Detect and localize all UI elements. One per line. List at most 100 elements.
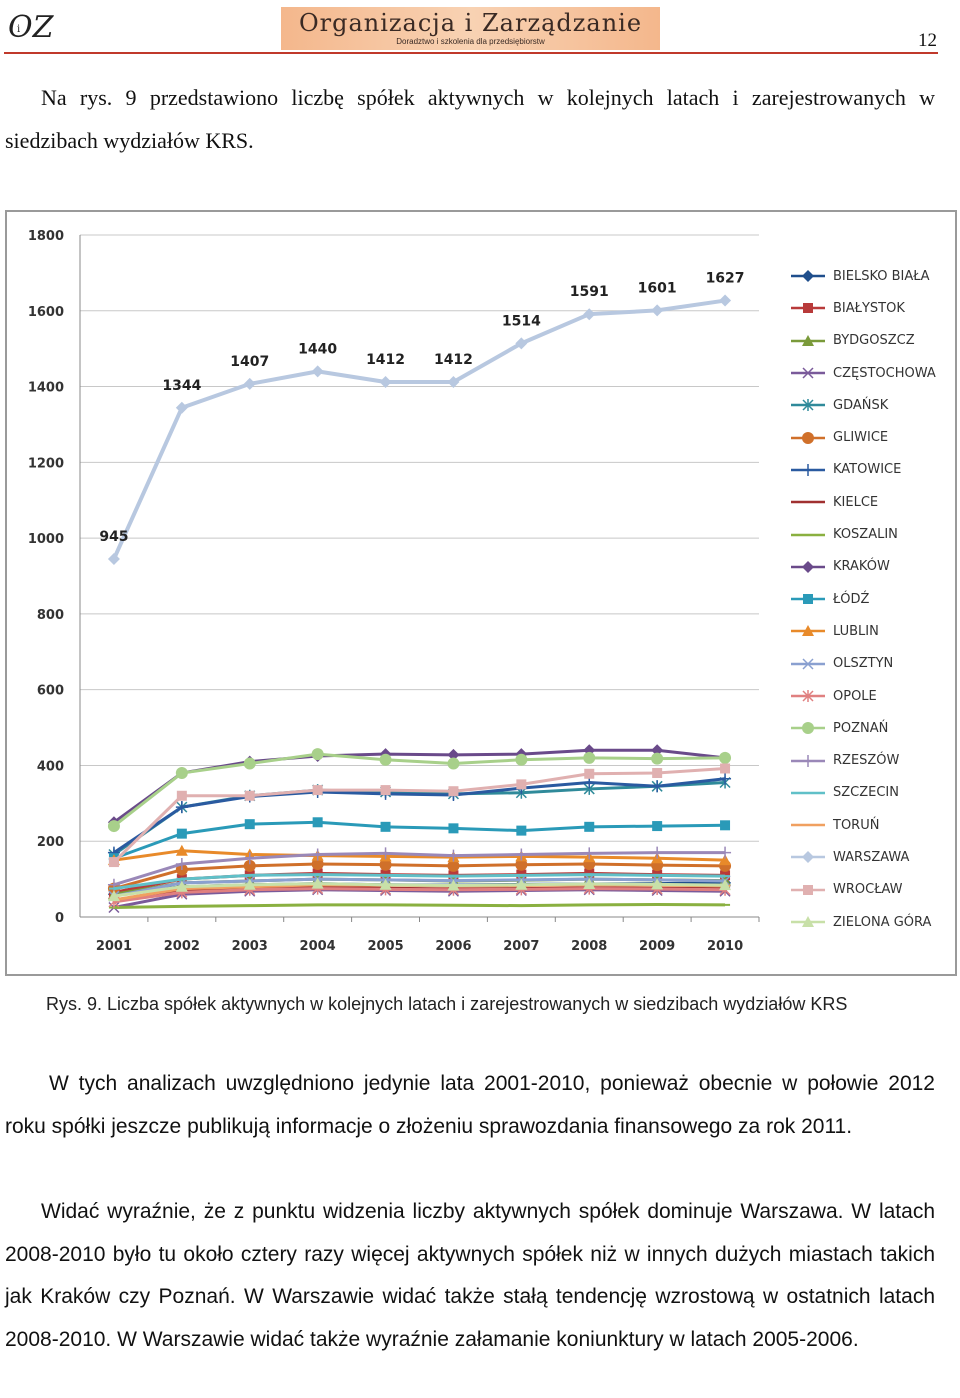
y-tick-label: 1200 [28,456,64,471]
series-katowice [107,772,732,859]
legend-item: LUBLIN [789,615,954,647]
legend-swatch-icon [791,884,825,895]
legend-marker [802,851,814,864]
page-number: 12 [918,30,937,51]
x-tick-label: 2010 [707,939,743,954]
legend-item: KIELCE [789,486,954,518]
legend-item: POZNAŃ [789,712,954,744]
data-point [719,846,732,859]
series-gliwice [107,857,732,895]
x-tick-label: 2003 [232,939,268,954]
data-label: 1412 [366,352,405,368]
data-point [380,785,391,796]
data-point [516,825,527,836]
data-point [447,757,460,770]
data-point [583,308,596,321]
x-tick-label: 2009 [639,939,675,954]
y-tick-label: 400 [37,759,64,774]
data-point [244,819,255,830]
data-point [515,753,528,766]
data-point [516,779,527,790]
legend-label: ŁÓDŹ [833,591,870,607]
legend-marker [802,463,814,476]
series-warszawa [107,294,732,565]
oz-logo: OZ i [8,10,54,46]
legend-label: SZCZECIN [833,785,899,801]
data-point [175,767,188,780]
header-rule [4,52,938,54]
legend-swatch-icon [791,334,825,346]
legend-swatch-icon [791,463,825,476]
legend-swatch-icon [791,823,825,827]
legend-item: SZCZECIN [789,777,954,809]
legend-swatch-icon [791,367,825,379]
data-point [515,848,528,861]
legend-marker [802,690,814,702]
series-line-gliwice [113,862,726,891]
y-tick-label: 1800 [28,229,64,244]
data-point [176,790,187,801]
data-label: 1514 [502,313,541,329]
legend-label: TORUŃ [833,817,880,833]
legend-item: KOSZALIN [789,518,954,550]
data-label: 1440 [298,341,337,357]
data-point [244,790,255,801]
data-point [447,859,460,872]
data-point [176,828,187,839]
y-tick-label: 600 [37,684,64,699]
x-tick-label: 2005 [367,939,403,954]
legend-marker [802,916,814,928]
data-point [379,878,392,890]
legend-label: KIELCE [833,494,879,510]
data-point [243,852,256,865]
legend-item: ŁÓDŹ [789,583,954,615]
data-point [651,744,664,757]
series-szczecin [108,873,731,891]
legend-label: ZIELONA GÓRA [833,914,932,930]
data-point [447,376,460,389]
legend-swatch-icon [791,399,825,412]
legend-label: CZĘSTOCHOWA [833,365,936,381]
series-line-lublin [113,849,726,862]
legend-item: ZIELONA GÓRA [789,906,954,938]
data-point [379,847,392,860]
data-point [720,763,731,774]
legend-item: KATOWICE [789,454,954,486]
chart-legend: BIELSKO BIAŁA BIAŁYSTOK BYDGOSZCZ CZĘSTOCHO… [789,260,954,938]
data-point [651,846,664,859]
legend-label: OPOLE [833,688,877,704]
x-tick-label: 2007 [503,939,539,954]
legend-swatch-icon [791,754,825,767]
data-point [447,879,460,891]
data-point [379,753,392,766]
data-point [720,820,731,831]
legend-label: BIAŁYSTOK [833,300,905,316]
legend-swatch-icon [791,916,825,928]
data-point [448,786,459,797]
line-chart: 0 200 400 600 800 1000 1200 1400 1600 1800 2001 200… [28,229,760,954]
legend-marker [803,884,813,895]
series-gdańsk [108,776,731,861]
data-point [651,878,664,890]
legend-swatch-icon [791,533,825,536]
data-point [584,821,595,832]
legend-marker [802,722,814,735]
data-point [719,751,732,764]
data-point [175,880,188,892]
legend-item: OPOLE [789,680,954,712]
legend-marker [803,594,813,605]
x-tick-label: 2008 [571,939,607,954]
legend-marker [802,431,814,444]
x-tick-label: 2004 [300,939,336,954]
legend-label: BIELSKO BIAŁA [833,268,930,284]
data-point [312,785,323,796]
data-label: 1344 [162,378,201,394]
legend-marker [802,270,814,283]
data-point [243,377,256,390]
chart-frame: 0 200 400 600 800 1000 1200 1400 1600 1800 2001 200… [5,210,957,976]
legend-label: WROCŁAW [833,882,903,898]
legend-label: WARSZAWA [833,849,910,865]
body-paragraph-1: W tych analizach uwzględniono jedynie la… [5,1072,935,1138]
data-point [107,890,120,902]
data-label: 1627 [706,271,745,287]
